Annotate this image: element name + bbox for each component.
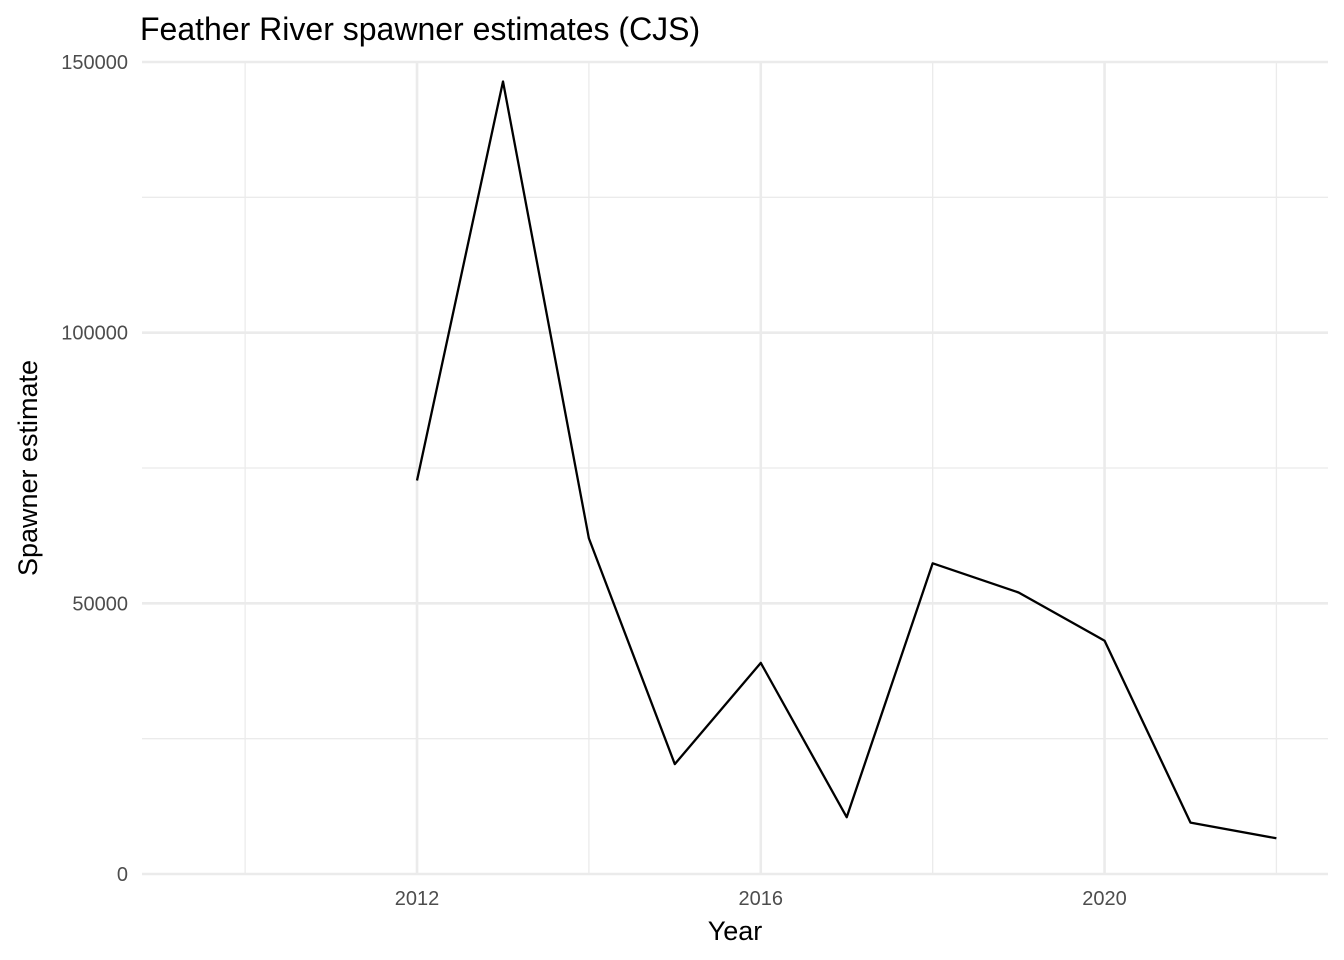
major-gridlines (142, 60, 1328, 876)
series-line (415, 80, 1277, 840)
y-tick-label: 0 (117, 864, 128, 886)
x-tick-label: 2012 (395, 888, 440, 910)
y-tick-labels: 0 50000 100000 150000 (61, 52, 128, 886)
y-tick-label: 50000 (72, 593, 128, 615)
chart-title: Feather River spawner estimates (CJS) (140, 11, 700, 47)
x-tick-labels: 2012 2016 2020 (395, 888, 1127, 910)
minor-gridlines (142, 62, 1328, 874)
series-layer (415, 80, 1277, 840)
y-tick-label: 100000 (61, 323, 128, 345)
x-axis-title: Year (708, 916, 763, 946)
x-tick-label: 2020 (1082, 888, 1127, 910)
x-tick-label: 2016 (739, 888, 784, 910)
y-axis-title: Spawner estimate (13, 360, 43, 576)
y-tick-label: 150000 (61, 52, 128, 74)
